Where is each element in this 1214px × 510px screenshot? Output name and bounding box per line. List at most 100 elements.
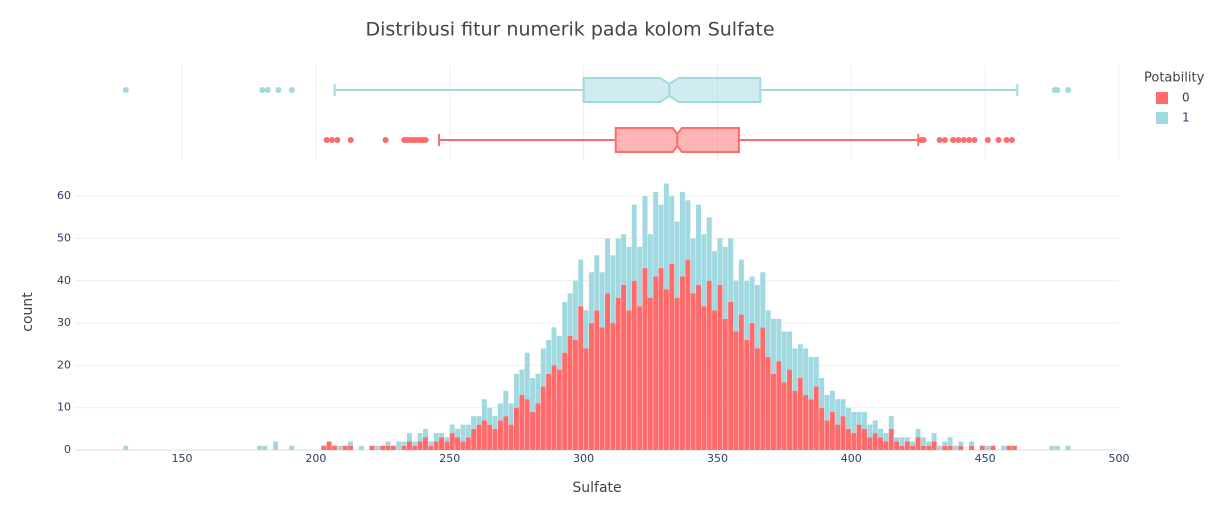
histogram-bar <box>567 335 573 450</box>
histogram-bar <box>471 416 477 429</box>
histogram-bar <box>514 407 519 450</box>
histogram-bar <box>803 395 809 450</box>
histogram-bar <box>546 340 552 374</box>
histogram-bar <box>936 445 942 450</box>
histogram-bar <box>599 327 605 450</box>
outlier <box>422 137 429 143</box>
histogram-bar <box>514 373 519 408</box>
histogram-bar <box>663 289 669 450</box>
y-tick-label: 50 <box>57 231 71 244</box>
histogram-bar <box>465 437 471 450</box>
outlier <box>966 137 973 143</box>
histogram-bar <box>615 238 621 298</box>
histogram-bar <box>797 378 803 450</box>
histogram-bar <box>637 246 643 307</box>
histogram-bar <box>449 433 455 450</box>
histogram-bar <box>910 441 916 446</box>
histogram-bar <box>819 407 825 450</box>
histogram-bar <box>481 399 487 421</box>
histogram-bar <box>417 441 423 450</box>
histogram-bar <box>337 445 343 450</box>
histogram-bar <box>1001 445 1007 450</box>
outlier <box>920 137 927 143</box>
histogram-bar <box>1049 445 1055 450</box>
histogram-bar <box>605 293 610 450</box>
histogram-bar <box>787 331 793 370</box>
histogram-bar <box>722 246 728 319</box>
histogram-bar <box>658 204 664 269</box>
histogram-bar <box>819 378 825 408</box>
histogram-bar <box>497 403 503 421</box>
histogram-bar <box>899 445 905 450</box>
outlier <box>1054 87 1061 93</box>
histogram-bar <box>904 437 910 442</box>
histogram-bar <box>808 356 814 400</box>
histogram-bar <box>712 310 718 450</box>
histogram-bar <box>899 437 905 446</box>
histogram-bar <box>674 297 680 450</box>
histogram-bar <box>497 420 503 450</box>
y-tick-label: 60 <box>57 189 71 202</box>
histogram-bar <box>433 433 439 442</box>
histogram-bar <box>594 255 600 311</box>
outlier <box>264 87 271 93</box>
outlier <box>334 137 341 143</box>
histogram-bar <box>508 403 514 425</box>
histogram-bar <box>840 399 846 417</box>
histogram-bar <box>771 318 776 374</box>
x-tick-label: 150 <box>172 452 193 465</box>
histogram-bar <box>744 340 750 450</box>
histogram-bar <box>455 437 461 450</box>
histogram-bar <box>439 437 445 450</box>
histogram-bar <box>969 445 975 450</box>
histogram-bar <box>926 445 932 450</box>
histogram-bar <box>856 424 862 450</box>
y-tick-label: 0 <box>64 443 71 456</box>
histogram-bar <box>417 433 423 442</box>
histogram-bar <box>289 445 295 450</box>
histogram-bar <box>540 348 546 387</box>
outlier <box>288 87 295 93</box>
histogram-bar <box>401 445 407 450</box>
x-tick-label: 200 <box>305 452 326 465</box>
histogram-bar <box>621 285 627 450</box>
histogram-bar <box>931 433 937 442</box>
histogram-bar <box>535 373 541 404</box>
histogram-bar <box>712 251 718 311</box>
x-tick-label: 350 <box>707 452 728 465</box>
histogram-bar <box>915 428 921 438</box>
histogram-bar <box>567 293 573 336</box>
histogram-bar <box>835 424 841 450</box>
histogram-bar <box>578 259 584 307</box>
histogram-bar <box>990 445 996 450</box>
y-tick-label: 20 <box>57 358 71 371</box>
histogram-bar <box>749 276 755 324</box>
histogram-bar <box>358 445 364 450</box>
histogram-bar <box>546 373 552 450</box>
histogram-bar <box>696 285 701 450</box>
histogram-bar <box>123 445 129 450</box>
histogram-bar <box>840 416 846 450</box>
histogram-bar <box>257 445 262 450</box>
x-tick-label: 250 <box>439 452 460 465</box>
histogram-bar <box>958 445 964 450</box>
histogram-bar <box>706 217 712 281</box>
histogram-bar <box>562 301 568 353</box>
histogram-bar <box>385 441 391 446</box>
histogram-bar <box>508 424 514 450</box>
histogram-bar <box>406 433 412 442</box>
histogram-bar <box>433 441 439 450</box>
histogram-bar <box>524 352 530 400</box>
histogram-bar <box>342 445 348 450</box>
histogram-bar <box>626 310 632 450</box>
histogram-bar <box>348 445 353 450</box>
histogram-bar <box>540 386 546 450</box>
chart-title: Distribusi fitur numerik pada kolom Sulf… <box>365 19 774 41</box>
histogram-bar <box>733 280 739 332</box>
histogram-bar <box>519 395 525 450</box>
histogram-bar <box>803 348 809 395</box>
histogram-bar <box>262 445 268 450</box>
histogram-bar <box>920 445 926 450</box>
histogram-bar <box>492 416 498 429</box>
histogram-bar <box>915 437 921 450</box>
